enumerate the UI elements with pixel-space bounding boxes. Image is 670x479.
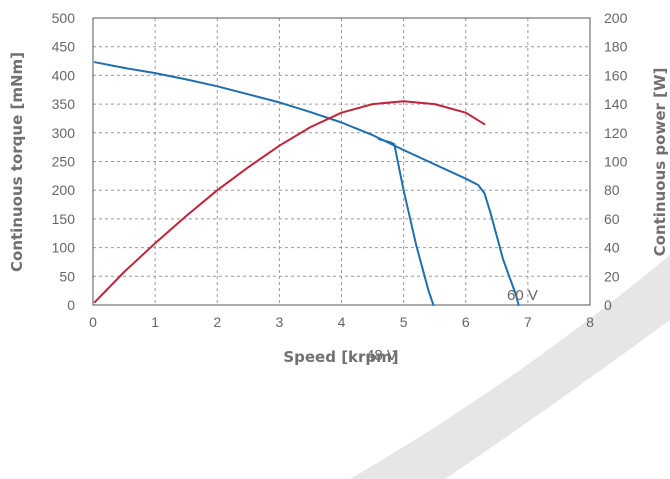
y2-tick-label: 80 <box>604 182 620 198</box>
x-tick-label: 2 <box>213 314 221 330</box>
power-line <box>93 100 486 304</box>
x-tick-label: 5 <box>400 314 408 330</box>
y2-axis-ticks: 0 20 40 60 80 100 120 140 160 180 200 <box>604 10 628 313</box>
y2-axis-title: Continuous power [W] <box>651 68 669 257</box>
y2-tick-label: 200 <box>604 10 628 26</box>
y2-tick-label: 100 <box>604 154 628 170</box>
x-tick-label: 6 <box>462 314 470 330</box>
grid <box>93 18 590 305</box>
series-group <box>93 61 520 306</box>
y-tick-label: 50 <box>59 268 75 284</box>
y2-tick-label: 20 <box>604 268 620 284</box>
y-tick-label: 300 <box>52 125 76 141</box>
plot-area <box>92 17 591 306</box>
background-band <box>350 255 670 479</box>
torque-48v-line <box>377 138 435 306</box>
curve-label-48v: 48 V <box>366 347 397 364</box>
x-tick-label: 0 <box>89 314 97 330</box>
x-tick-label: 4 <box>338 314 346 330</box>
y2-tick-label: 160 <box>604 67 628 83</box>
y2-tick-label: 180 <box>604 39 628 55</box>
y-axis-ticks: 0 50 100 150 200 250 300 350 400 450 500 <box>52 10 76 313</box>
y-tick-label: 500 <box>52 10 76 26</box>
y2-tick-label: 0 <box>604 297 612 313</box>
y-tick-label: 400 <box>52 67 76 83</box>
y2-tick-label: 120 <box>604 125 628 141</box>
x-tick-label: 7 <box>524 314 532 330</box>
torque-60v-line <box>93 61 520 306</box>
y-axis-title: Continuous torque [mNm] <box>8 52 26 272</box>
x-tick-label: 3 <box>275 314 283 330</box>
y2-tick-label: 140 <box>604 96 628 112</box>
curve-label-60v: 60 V <box>507 287 538 304</box>
x-tick-label: 1 <box>151 314 159 330</box>
y2-tick-label: 40 <box>604 240 620 256</box>
y2-tick-label: 60 <box>604 211 620 227</box>
y-tick-label: 100 <box>52 240 76 256</box>
y-tick-label: 450 <box>52 39 76 55</box>
x-axis-title: Speed [krpm] <box>283 348 398 366</box>
y-tick-label: 150 <box>52 211 76 227</box>
y-tick-label: 200 <box>52 182 76 198</box>
x-axis-ticks: 0 1 2 3 4 5 6 7 8 <box>89 314 594 330</box>
y-tick-label: 250 <box>52 154 76 170</box>
y-tick-label: 350 <box>52 96 76 112</box>
y-tick-label: 0 <box>67 297 75 313</box>
x-tick-label: 8 <box>586 314 594 330</box>
